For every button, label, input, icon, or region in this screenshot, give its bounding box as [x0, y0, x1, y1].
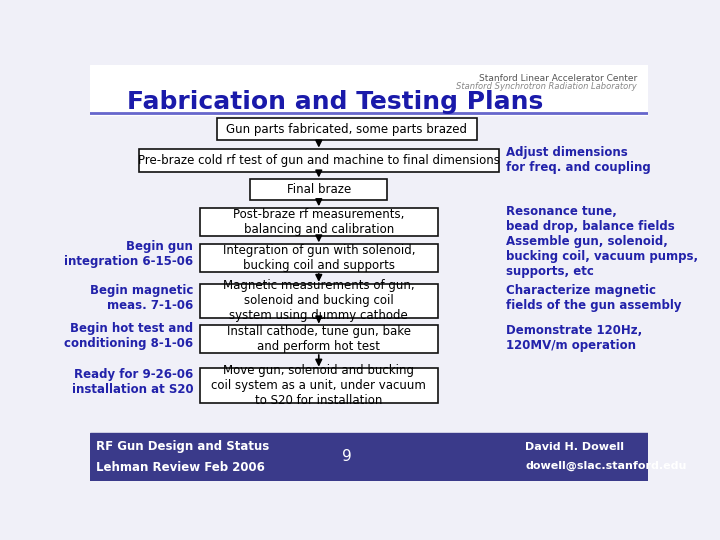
Text: Stanford Synchrotron Radiation Laboratory: Stanford Synchrotron Radiation Laborator… — [456, 82, 637, 91]
Bar — [90, 433, 648, 481]
FancyBboxPatch shape — [200, 325, 438, 353]
Bar — [90, 65, 648, 114]
Text: Characterize magnetic
fields of the gun assembly: Characterize magnetic fields of the gun … — [505, 285, 681, 313]
FancyBboxPatch shape — [200, 208, 438, 236]
Text: Pre-braze cold rf test of gun and machine to final dimensions: Pre-braze cold rf test of gun and machin… — [138, 154, 500, 167]
FancyBboxPatch shape — [200, 244, 438, 272]
Text: Magnetic measurements of gun,
solenoid and bucking coil
system using dummy catho: Magnetic measurements of gun, solenoid a… — [223, 280, 415, 322]
Text: Fabrication and Testing Plans: Fabrication and Testing Plans — [127, 90, 544, 114]
FancyBboxPatch shape — [200, 368, 438, 403]
FancyBboxPatch shape — [138, 149, 499, 172]
Text: RF Gun Design and Status: RF Gun Design and Status — [96, 440, 269, 453]
Text: David H. Dowell: David H. Dowell — [526, 442, 624, 452]
Text: Demonstrate 120Hz,
120MV/m operation: Demonstrate 120Hz, 120MV/m operation — [505, 323, 642, 352]
Text: Begin magnetic
meas. 7-1-06: Begin magnetic meas. 7-1-06 — [90, 284, 193, 312]
Text: Stanford Linear Accelerator Center: Stanford Linear Accelerator Center — [479, 75, 637, 84]
Text: dowell@slac.stanford.edu: dowell@slac.stanford.edu — [526, 461, 687, 471]
Text: Assemble gun, solenoid,
bucking coil, vacuum pumps,
supports, etc: Assemble gun, solenoid, bucking coil, va… — [505, 235, 698, 279]
FancyBboxPatch shape — [250, 179, 387, 200]
Text: Ready for 9-26-06
installation at S20: Ready for 9-26-06 installation at S20 — [71, 368, 193, 396]
Text: Lehman Review Feb 2006: Lehman Review Feb 2006 — [96, 461, 264, 474]
Text: Final braze: Final braze — [287, 183, 351, 196]
Text: Move gun, solenoid and bucking
coil system as a unit, under vacuum
to S20 for in: Move gun, solenoid and bucking coil syst… — [212, 364, 426, 407]
Text: 9: 9 — [342, 449, 351, 464]
Text: Post-braze rf measurements,
balancing and calibration: Post-braze rf measurements, balancing an… — [233, 208, 405, 236]
FancyBboxPatch shape — [200, 284, 438, 319]
Text: Resonance tune,
bead drop, balance fields: Resonance tune, bead drop, balance field… — [505, 206, 675, 233]
Text: Adjust dimensions
for freq. and coupling: Adjust dimensions for freq. and coupling — [505, 146, 650, 174]
FancyBboxPatch shape — [217, 118, 477, 140]
Text: Begin gun
integration 6-15-06: Begin gun integration 6-15-06 — [64, 240, 193, 268]
Text: Integration of gun with solenoid,
bucking coil and supports: Integration of gun with solenoid, buckin… — [222, 244, 415, 272]
Text: Begin hot test and
conditioning 8-1-06: Begin hot test and conditioning 8-1-06 — [64, 322, 193, 350]
Text: Install cathode, tune gun, bake
and perform hot test: Install cathode, tune gun, bake and perf… — [227, 325, 411, 353]
Text: Gun parts fabricated, some parts brazed: Gun parts fabricated, some parts brazed — [226, 123, 467, 136]
